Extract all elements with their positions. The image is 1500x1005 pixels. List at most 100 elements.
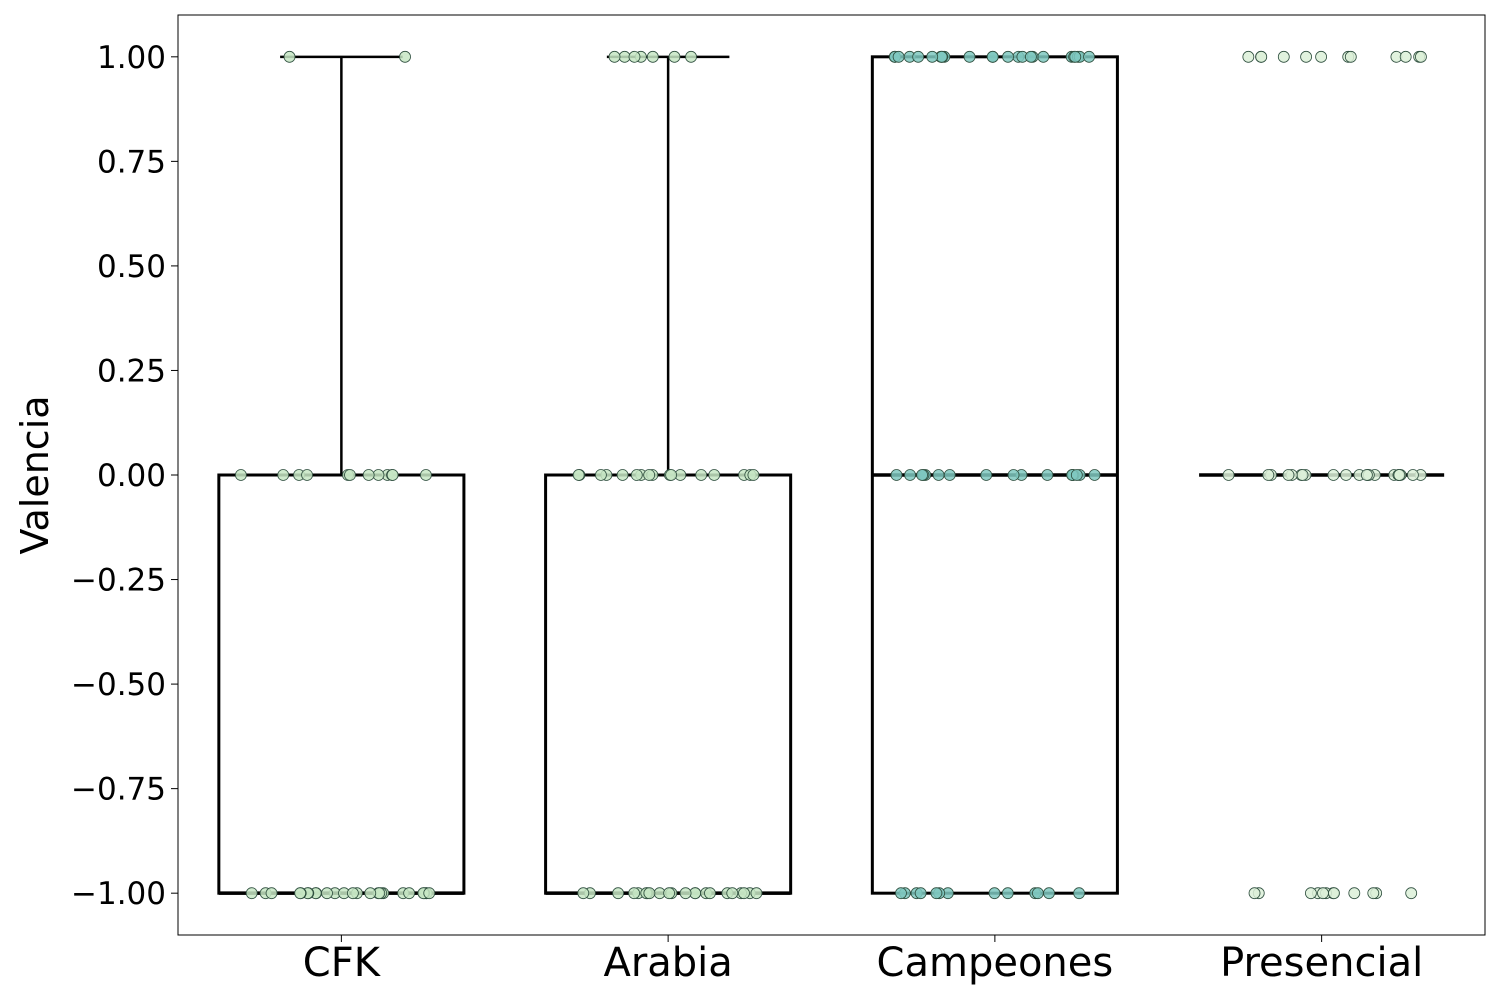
data-point — [595, 469, 607, 481]
x-tick-label: Arabia — [603, 940, 732, 986]
data-point — [1041, 469, 1054, 481]
data-point — [708, 469, 721, 481]
data-point — [665, 469, 678, 481]
data-point — [344, 469, 356, 481]
data-point — [1282, 469, 1295, 481]
data-point — [235, 469, 247, 481]
data-point — [362, 469, 375, 481]
data-point — [403, 887, 416, 900]
data-point — [892, 50, 905, 63]
data-point — [932, 469, 945, 481]
data-point — [618, 50, 631, 63]
data-point — [364, 887, 377, 900]
data-point — [988, 887, 1001, 900]
data-point — [1407, 469, 1419, 481]
data-point — [612, 887, 625, 900]
data-point — [1002, 50, 1014, 63]
data-point — [943, 469, 956, 481]
data-point — [914, 887, 927, 900]
data-point — [643, 469, 656, 481]
data-point — [577, 887, 590, 900]
data-point — [616, 469, 629, 481]
data-point — [747, 469, 760, 481]
data-point — [423, 887, 436, 900]
data-point — [1262, 469, 1275, 481]
data-point — [1360, 469, 1373, 481]
data-point — [1222, 469, 1235, 481]
data-point — [646, 50, 659, 63]
data-point — [1277, 50, 1290, 63]
data-point — [1007, 469, 1020, 481]
data-point — [372, 469, 385, 481]
data-point — [1327, 469, 1340, 481]
data-point — [1328, 887, 1340, 900]
data-point — [1037, 50, 1050, 63]
data-point — [912, 50, 925, 63]
data-point — [904, 469, 916, 481]
data-point — [347, 887, 359, 900]
data-point — [321, 887, 333, 900]
data-point — [572, 469, 585, 481]
data-point — [1367, 887, 1380, 900]
data-point — [930, 887, 943, 900]
data-point — [890, 469, 903, 481]
y-tick-label: 0.00 — [97, 458, 166, 494]
data-point — [738, 887, 750, 900]
data-point — [1317, 887, 1329, 900]
data-point — [695, 469, 708, 481]
data-point — [1073, 887, 1085, 900]
data-point — [1248, 887, 1261, 900]
y-tick-label: 0.75 — [97, 144, 166, 180]
x-tick-label: Campeones — [877, 940, 1114, 986]
y-tick-label: −1.00 — [71, 876, 166, 912]
data-point — [963, 50, 976, 63]
x-tick-label: CFK — [303, 940, 382, 986]
y-tick-label: −0.75 — [71, 772, 166, 808]
box-arabia — [544, 473, 793, 895]
data-point — [420, 469, 432, 481]
data-point — [704, 887, 716, 900]
data-point — [630, 469, 643, 481]
data-point — [980, 469, 993, 481]
box-cfk — [217, 473, 466, 895]
data-point — [294, 887, 307, 900]
data-point — [1070, 469, 1083, 481]
data-point — [1393, 469, 1406, 481]
data-point — [726, 887, 739, 900]
data-point — [1001, 887, 1014, 900]
data-point — [668, 50, 681, 63]
y-tick-label: −0.25 — [71, 563, 166, 599]
data-point — [1296, 469, 1309, 481]
data-point — [1348, 887, 1361, 900]
data-point — [608, 50, 621, 63]
points-layer — [235, 50, 1427, 900]
data-point — [1025, 50, 1037, 63]
data-point — [1242, 50, 1255, 63]
data-point — [1031, 887, 1044, 900]
data-point — [283, 50, 296, 63]
data-point — [1344, 50, 1357, 63]
data-point — [1043, 887, 1055, 900]
y-tick-label: −0.50 — [71, 667, 166, 703]
data-point — [1083, 50, 1095, 63]
data-point — [685, 50, 697, 63]
marks-layer — [217, 55, 1445, 895]
y-axis: 1.00 0.75 0.50 0.25 0.00 −0.25 −0.50 −0.75 −1.00 — [71, 40, 178, 912]
data-point — [679, 887, 692, 900]
data-point — [1399, 50, 1412, 63]
data-point — [399, 50, 411, 63]
data-point — [1069, 50, 1082, 63]
data-point — [1405, 887, 1418, 900]
x-tick-label: Presencial — [1220, 940, 1423, 986]
data-point — [1315, 50, 1328, 63]
data-point — [301, 469, 313, 481]
data-point — [1305, 887, 1317, 900]
data-point — [628, 887, 640, 900]
data-point — [386, 469, 399, 481]
data-point — [277, 469, 290, 481]
data-point — [916, 469, 928, 481]
data-point — [1088, 469, 1101, 481]
data-point — [245, 887, 258, 900]
